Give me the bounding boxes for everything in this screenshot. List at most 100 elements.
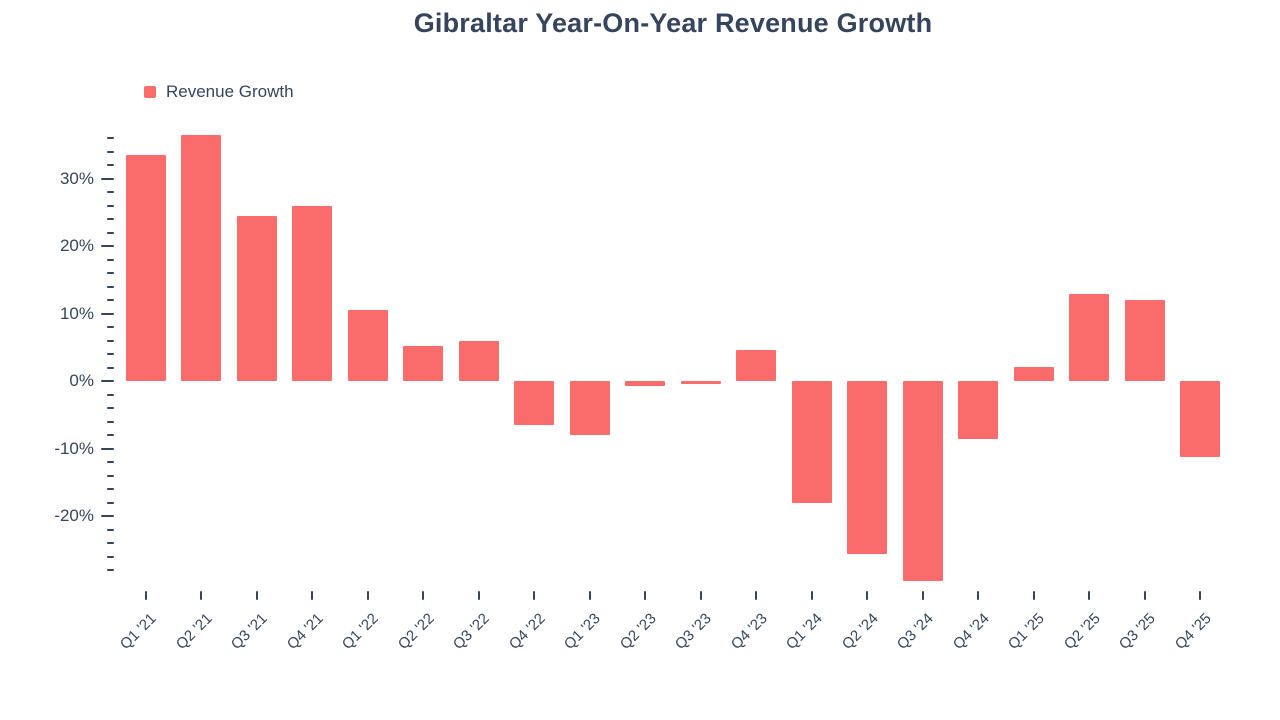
x-axis-label: Q2 '24 [838,610,882,653]
y-axis-minor-tick [107,137,114,140]
x-axis-tick [1143,591,1146,600]
x-axis-tick [255,591,258,600]
x-axis-label: Q1 '24 [782,610,826,653]
x-axis-label: Q3 '21 [227,610,271,653]
y-axis-minor-tick [107,353,114,356]
x-axis-label: Q1 '23 [560,610,604,653]
y-axis-minor-tick [107,150,114,153]
bar-4 [292,205,333,382]
x-axis-tick [588,591,591,600]
x-axis-label: Q3 '23 [671,610,715,653]
y-axis-minor-tick [107,299,114,302]
x-axis-tick [1199,591,1202,600]
x-axis-tick [1088,591,1091,600]
bar-10 [625,381,666,387]
y-axis-minor-tick [107,501,114,504]
y-axis-minor-tick [107,191,114,194]
x-axis-tick [977,591,980,600]
x-axis-label: Q4 '24 [949,610,993,653]
y-axis-minor-tick [107,420,114,423]
y-axis-minor-tick [107,407,114,410]
x-axis-tick [533,591,536,600]
y-axis-minor-tick [107,474,114,477]
bar-7 [458,341,499,382]
x-axis-tick [144,591,147,600]
y-axis-minor-tick [107,434,114,437]
x-axis-label: Q4 '21 [283,610,327,653]
x-axis-label: Q2 '22 [394,610,438,653]
bar-3 [236,215,277,382]
y-axis-minor-tick [107,488,114,491]
x-axis-tick [810,591,813,600]
bar-5 [347,310,388,382]
x-axis-tick [422,591,425,600]
bar-8 [514,381,555,426]
y-axis-label: 0% [69,371,94,391]
bar-14 [847,381,888,554]
x-axis-label: Q2 '21 [172,610,216,653]
x-axis-label: Q4 '22 [505,610,549,653]
y-axis-minor-tick [107,528,114,531]
x-axis-tick [366,591,369,600]
x-axis-label: Q1 '25 [1004,610,1048,653]
bar-16 [958,381,999,439]
y-axis-major-tick [101,447,114,450]
legend: Revenue Growth [144,82,294,102]
bar-2 [181,134,222,382]
x-axis-tick [755,591,758,600]
bar-17 [1013,367,1054,382]
y-axis-minor-tick [107,218,114,221]
y-axis-label: -20% [54,506,94,526]
x-axis-tick [699,591,702,600]
y-axis-minor-tick [107,393,114,396]
x-axis-tick [311,591,314,600]
y-axis-major-tick [101,515,114,518]
y-axis-minor-tick [107,258,114,261]
bar-11 [680,381,721,385]
bar-18 [1069,293,1110,382]
bar-6 [403,345,444,382]
y-axis-minor-tick [107,461,114,464]
y-axis-major-tick [101,245,114,248]
y-axis-label: 10% [59,303,94,323]
legend-label: Revenue Growth [166,82,294,101]
x-axis-tick [1032,591,1035,600]
chart-title: Gibraltar Year-On-Year Revenue Growth [413,8,933,38]
y-axis-major-tick [101,312,114,315]
x-axis-label: Q3 '24 [893,610,937,653]
bar-12 [736,349,777,382]
y-axis-minor-tick [107,339,114,342]
bar-1 [125,155,166,382]
y-axis-major-tick [101,380,114,383]
x-axis-tick [644,591,647,600]
x-axis-tick [866,591,869,600]
x-axis-tick [477,591,480,600]
x-axis-label: Q3 '25 [1115,610,1159,653]
y-axis-label: 30% [59,168,94,188]
y-axis-minor-tick [107,542,114,545]
y-axis-minor-tick [107,285,114,288]
y-axis-minor-tick [107,555,114,558]
x-axis-label: Q2 '23 [616,610,660,653]
legend-swatch-icon [144,86,156,98]
bar-15 [902,381,943,581]
x-axis-label: Q1 '21 [116,610,160,653]
x-axis-label: Q1 '22 [338,610,382,653]
x-axis-label: Q4 '23 [727,610,771,653]
y-axis-minor-tick [107,569,114,572]
y-axis-major-tick [101,177,114,180]
y-axis-minor-tick [107,272,114,275]
y-axis-minor-tick [107,231,114,234]
y-axis-minor-tick [107,366,114,369]
x-axis-tick [200,591,203,600]
x-axis-label: Q2 '25 [1060,610,1104,653]
y-axis-label: 20% [59,236,94,256]
bar-20 [1180,381,1221,457]
bar-19 [1124,299,1165,382]
y-axis-minor-tick [107,164,114,167]
x-axis-label: Q3 '22 [449,610,493,653]
y-axis-label: -10% [54,438,94,458]
y-axis-minor-tick [107,204,114,207]
y-axis-minor-tick [107,326,114,329]
